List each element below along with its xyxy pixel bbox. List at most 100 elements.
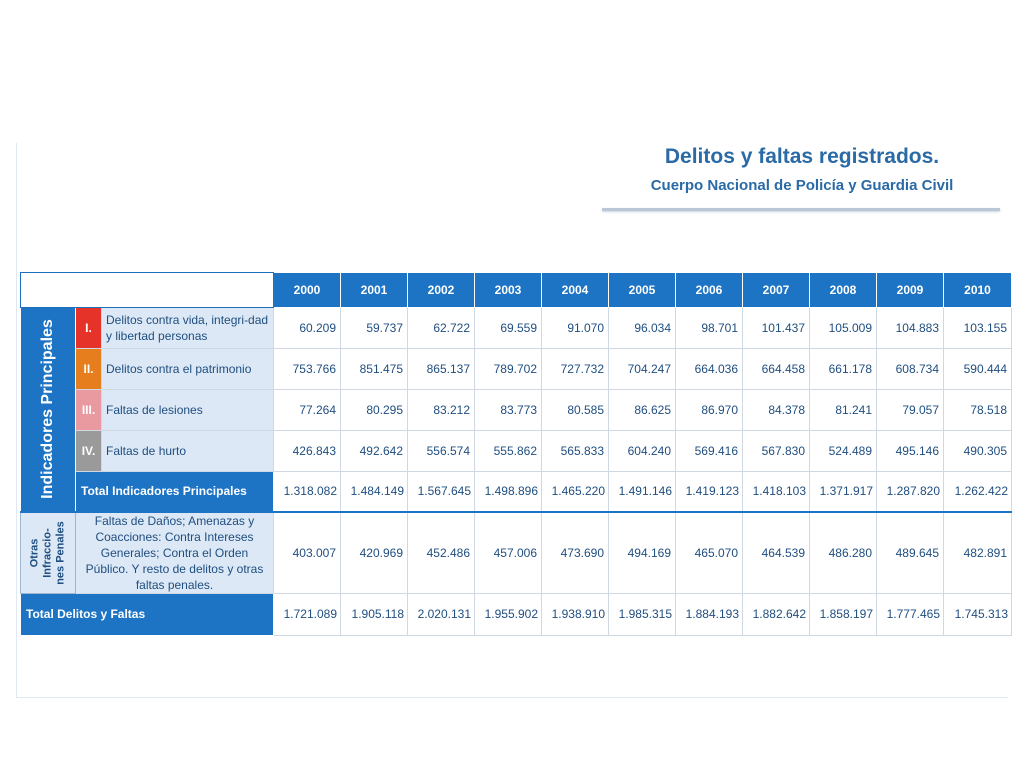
table-cell: 1.287.820	[876, 471, 945, 512]
table-cell: 91.070	[541, 307, 610, 349]
table-cell: 1.491.146	[608, 471, 677, 512]
year-header: 2004	[541, 272, 610, 308]
slide-subtitle: Cuerpo Nacional de Policía y Guardia Civ…	[650, 177, 954, 194]
slide-frame-left	[16, 143, 17, 697]
table-cell: 1.905.118	[340, 592, 409, 636]
table-cell: 608.734	[876, 348, 945, 390]
table-cell: 492.642	[340, 430, 409, 472]
year-header: 2006	[675, 272, 744, 308]
table-row-otras: Otras Infraccio- nes Penales Faltas de D…	[20, 510, 1013, 594]
table-cell: 420.969	[340, 510, 409, 594]
year-header: 2001	[340, 272, 409, 308]
table-cell: 81.241	[809, 389, 878, 431]
row-label: Faltas de hurto	[100, 430, 275, 472]
table-cell: 62.722	[407, 307, 476, 349]
table-cell: 98.701	[675, 307, 744, 349]
row-label: Faltas de Daños; Amenazas y Coacciones: …	[74, 510, 275, 594]
table-row: II. Delitos contra el patrimonio 753.766…	[21, 348, 1013, 390]
table-cell: 753.766	[273, 348, 342, 390]
table-cell: 59.737	[340, 307, 409, 349]
table-cell: 96.034	[608, 307, 677, 349]
row-number: III.	[75, 389, 102, 431]
table-cell: 727.732	[541, 348, 610, 390]
table-cell: 83.212	[407, 389, 476, 431]
table-cell: 465.070	[675, 510, 744, 594]
table-cell: 1.498.896	[474, 471, 543, 512]
table-cell: 865.137	[407, 348, 476, 390]
row-number: IV.	[75, 430, 102, 472]
table-cell: 555.862	[474, 430, 543, 472]
table-cell: 704.247	[608, 348, 677, 390]
slide-title: Delitos y faltas registrados.	[664, 145, 940, 168]
table-cell: 403.007	[273, 510, 342, 594]
year-header: 2005	[608, 272, 677, 308]
title-underline	[602, 208, 1000, 211]
table-cell: 105.009	[809, 307, 878, 349]
slide-frame-bottom	[16, 697, 1008, 698]
table-cell: 1.567.645	[407, 471, 476, 512]
total-row-delitos: Total Delitos y Faltas 1.721.089 1.905.1…	[19, 592, 1013, 636]
table-cell: 457.006	[474, 510, 543, 594]
table-cell: 103.155	[943, 307, 1013, 349]
total-label: Total Indicadores Principales	[74, 471, 275, 512]
crime-statistics-table: 2000 2001 2002 2003 2004 2005 2006 2007 …	[19, 272, 1013, 636]
year-header: 2003	[474, 272, 543, 308]
table-cell: 565.833	[541, 430, 610, 472]
year-header: 2008	[809, 272, 878, 308]
table-cell: 664.458	[742, 348, 811, 390]
table-cell: 79.057	[876, 389, 945, 431]
table-cell: 77.264	[273, 389, 342, 431]
table-cell: 1.262.422	[943, 471, 1013, 512]
table-cell: 494.169	[608, 510, 677, 594]
table-cell: 567.830	[742, 430, 811, 472]
table-cell: 1.419.123	[675, 471, 744, 512]
table-cell: 1.721.089	[273, 592, 342, 636]
table-cell: 80.585	[541, 389, 610, 431]
table-cell: 80.295	[340, 389, 409, 431]
table-row: Indicadores Principales I. Delitos contr…	[20, 307, 1013, 512]
table-cell: 1.745.313	[943, 592, 1013, 636]
table-cell: 426.843	[273, 430, 342, 472]
table-cell: 84.378	[742, 389, 811, 431]
table-cell: 556.574	[407, 430, 476, 472]
group-label-text: Indicadores Principales	[39, 319, 56, 500]
table-cell: 569.416	[675, 430, 744, 472]
row-label: Delitos contra vida, integri-dad y liber…	[100, 307, 275, 349]
table-cell: 851.475	[340, 348, 409, 390]
table-cell: 1.882.642	[742, 592, 811, 636]
group-label-otras: Otras Infraccio- nes Penales	[20, 510, 76, 594]
table-cell: 83.773	[474, 389, 543, 431]
group-label-indicadores: Indicadores Principales	[20, 307, 76, 512]
table-cell: 78.518	[943, 389, 1013, 431]
table-cell: 1.465.220	[541, 471, 610, 512]
table-cell: 1.318.082	[273, 471, 342, 512]
year-header: 2002	[407, 272, 476, 308]
table-cell: 1.884.193	[675, 592, 744, 636]
table-cell: 495.146	[876, 430, 945, 472]
table-cell: 1.371.917	[809, 471, 878, 512]
row-number: I.	[75, 307, 102, 349]
row-label: Faltas de lesiones	[100, 389, 275, 431]
table-cell: 1.418.103	[742, 471, 811, 512]
table-cell: 1.985.315	[608, 592, 677, 636]
header-row: 2000 2001 2002 2003 2004 2005 2006 2007 …	[19, 272, 1013, 308]
table-cell: 482.891	[943, 510, 1013, 594]
table-cell: 464.539	[742, 510, 811, 594]
table-cell: 1.484.149	[340, 471, 409, 512]
table-cell: 524.489	[809, 430, 878, 472]
table-cell: 104.883	[876, 307, 945, 349]
table-cell: 2.020.131	[407, 592, 476, 636]
table-cell: 661.178	[809, 348, 878, 390]
table-cell: 101.437	[742, 307, 811, 349]
table-cell: 69.559	[474, 307, 543, 349]
table-cell: 473.690	[541, 510, 610, 594]
table-cell: 1.858.197	[809, 592, 878, 636]
table-cell: 86.625	[608, 389, 677, 431]
table-cell: 590.444	[943, 348, 1013, 390]
table-row: IV. Faltas de hurto 426.843 492.642 556.…	[21, 430, 1013, 472]
table-cell: 789.702	[474, 348, 543, 390]
table-cell: 452.486	[407, 510, 476, 594]
row-number: II.	[75, 348, 102, 390]
table-row: III. Faltas de lesiones 77.264 80.295 83…	[21, 389, 1013, 431]
header-corner	[19, 272, 275, 308]
